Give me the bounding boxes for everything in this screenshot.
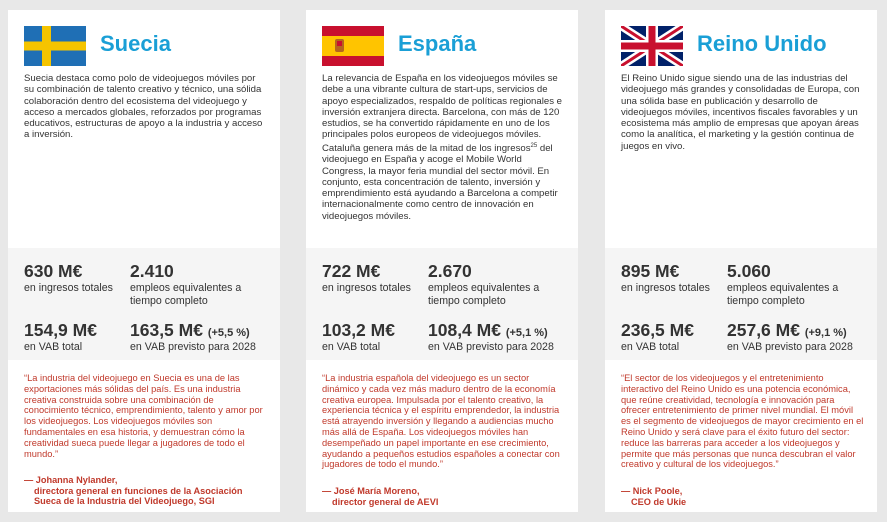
revenue-label: en ingresos totales <box>621 282 710 294</box>
country-title: Reino Unido <box>697 31 827 56</box>
vab-value: 154,9 M€ <box>24 320 97 340</box>
author-name: — Johanna Nylander, <box>24 475 118 485</box>
country-card-spain: España La relevancia de España en los vi… <box>306 10 578 512</box>
employees-label: empleos equivalentes a tiempo completo <box>130 282 242 307</box>
spain-flag-icon <box>322 26 384 66</box>
uk-flag-icon <box>621 26 683 66</box>
quote-panel <box>605 360 877 512</box>
forecast-percent: (+9,1 %) <box>804 327 847 339</box>
forecast-label: en VAB previsto para 2028 <box>727 341 853 353</box>
employees-value: 2.410 <box>130 261 174 281</box>
author-role: directora general en funciones de la Aso… <box>34 485 243 507</box>
author-name: — José María Moreno, <box>322 486 420 496</box>
sweden-flag-icon <box>24 26 86 66</box>
forecast-value-row: 257,6 M€ (+9,1 %) <box>727 320 847 341</box>
quote-author: — José María Moreno, director general de… <box>322 486 566 507</box>
footnote-ref: 25 <box>530 142 538 149</box>
revenue-value: 895 M€ <box>621 261 680 281</box>
vab-label: en VAB total <box>621 341 680 353</box>
country-card-uk: Reino Unido El Reino Unido sigue siendo … <box>605 10 877 512</box>
forecast-value-row: 163,5 M€ (+5,5 %) <box>130 320 250 341</box>
country-description: Suecia destaca como polo de videojuegos … <box>24 73 263 141</box>
forecast-percent: (+5,1 %) <box>505 327 548 339</box>
revenue-label: en ingresos totales <box>322 282 411 294</box>
employees-value: 2.670 <box>428 261 472 281</box>
forecast-label: en VAB previsto para 2028 <box>428 341 554 353</box>
author-role: director general de AEVI <box>332 496 439 507</box>
country-description: La relevancia de España en los videojueg… <box>322 73 566 222</box>
employees-label: empleos equivalentes a tiempo completo <box>727 282 839 307</box>
forecast-value-row: 108,4 M€ (+5,1 %) <box>428 320 548 341</box>
stats-panel <box>306 248 578 360</box>
vab-value: 236,5 M€ <box>621 320 694 340</box>
revenue-label: en ingresos totales <box>24 282 113 294</box>
revenue-value: 722 M€ <box>322 261 381 281</box>
vab-value: 103,2 M€ <box>322 320 395 340</box>
forecast-value: 257,6 M€ <box>727 320 800 340</box>
description-text: del videojuego en España y acoge el Mobi… <box>322 142 558 222</box>
stats-panel <box>8 248 280 360</box>
quote-panel <box>306 360 578 512</box>
country-description: El Reino Unido sigue siendo una de las i… <box>621 73 860 152</box>
country-card-sweden: Suecia Suecia destaca como polo de video… <box>8 10 280 512</box>
vab-label: en VAB total <box>322 341 381 353</box>
author-role: CEO de Ukie <box>631 496 687 507</box>
quote-author: — Nick Poole, CEO de Ukie <box>621 486 865 507</box>
employees-value: 5.060 <box>727 261 771 281</box>
testimonial-quote: “La industria del videojuego en Suecia e… <box>24 373 263 459</box>
testimonial-quote: “El sector de los videojuegos y el entre… <box>621 373 864 470</box>
quote-panel <box>8 360 280 512</box>
employees-label: empleos equivalentes a tiempo completo <box>428 282 540 307</box>
description-text: La relevancia de España en los videojueg… <box>322 73 562 154</box>
author-name: — Nick Poole, <box>621 486 683 496</box>
forecast-value: 163,5 M€ <box>130 320 203 340</box>
country-title: España <box>398 31 477 56</box>
testimonial-quote: “La industria española del videojuego es… <box>322 373 560 470</box>
forecast-label: en VAB previsto para 2028 <box>130 341 256 353</box>
stats-panel <box>605 248 877 360</box>
forecast-value: 108,4 M€ <box>428 320 501 340</box>
quote-author: — Johanna Nylander, directora general en… <box>24 475 268 507</box>
revenue-value: 630 M€ <box>24 261 83 281</box>
country-title: Suecia <box>100 31 171 56</box>
vab-label: en VAB total <box>24 341 83 353</box>
forecast-percent: (+5,5 %) <box>207 327 250 339</box>
